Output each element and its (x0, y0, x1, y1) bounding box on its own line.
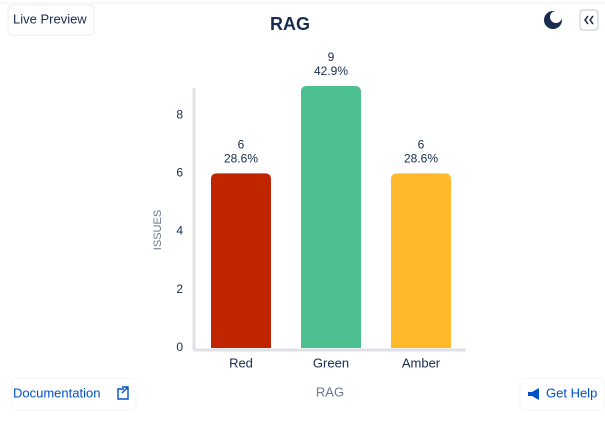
x-axis-label: RAG (316, 384, 344, 399)
theme-toggle[interactable] (544, 11, 562, 29)
live-preview-label: Live Preview (13, 11, 87, 26)
y-tick-label: 8 (176, 107, 183, 121)
percent-label: 42.9% (314, 64, 348, 78)
x-tick-label: Amber (402, 355, 441, 370)
y-tick-label: 4 (176, 224, 183, 238)
external-icon (117, 386, 129, 400)
megaphone-icon (528, 388, 539, 400)
y-axis-label: ISSUES (152, 210, 164, 250)
get-help-label: Get Help (546, 385, 597, 400)
value-label: 9 (328, 50, 335, 64)
y-tick-label: 2 (176, 282, 183, 296)
live-preview-button[interactable] (7, 4, 95, 36)
value-label: 6 (418, 138, 425, 152)
chart-title: RAG (270, 14, 310, 34)
value-label: 6 (238, 138, 245, 152)
bar (391, 173, 451, 348)
y-tick-label: 0 (176, 340, 183, 354)
collapse-icon (584, 15, 594, 25)
x-tick-label: Green (313, 355, 349, 370)
collapse-button[interactable] (579, 9, 599, 31)
bar (211, 173, 271, 348)
documentation-label: Documentation (13, 385, 100, 400)
percent-label: 28.6% (224, 152, 258, 166)
x-tick-label: Red (229, 355, 253, 370)
y-tick-label: 6 (176, 166, 183, 180)
percent-label: 28.6% (404, 152, 438, 166)
bar (301, 86, 361, 348)
documentation-link[interactable] (11, 377, 137, 411)
get-help-button[interactable] (519, 377, 605, 411)
